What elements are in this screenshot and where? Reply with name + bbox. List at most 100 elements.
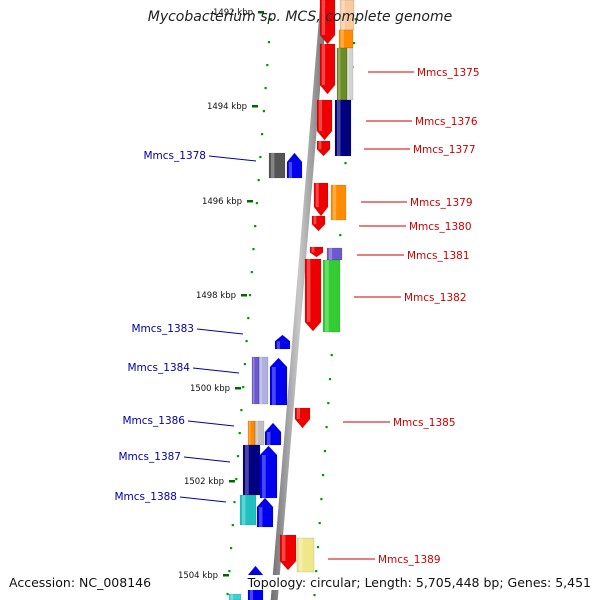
- forward-gene-arrow[interactable]: [279, 534, 297, 571]
- category-block[interactable]: [330, 184, 347, 221]
- category-block[interactable]: [268, 152, 286, 179]
- reverse-track-dot: [235, 478, 238, 481]
- reverse-gene-arrow-highlight: [288, 162, 293, 178]
- forward-track-dot: [327, 402, 330, 405]
- reverse-gene-arrow[interactable]: [269, 357, 288, 406]
- reverse-gene-arrow-highlight: [262, 455, 266, 498]
- gene-label-mmcs_1389[interactable]: Mmcs_1389: [378, 554, 441, 566]
- reverse-gene-arrow[interactable]: [274, 334, 291, 350]
- reverse-gene-arrow-highlight: [266, 432, 271, 445]
- category-block-highlight: [336, 100, 341, 156]
- reverse-track-dot: [247, 317, 250, 320]
- scale-label: 1496 kbp: [202, 197, 242, 207]
- gene-label-mmcs_1382[interactable]: Mmcs_1382: [404, 292, 467, 304]
- category-block[interactable]: [258, 356, 269, 405]
- gene-label-mmcs_1376[interactable]: Mmcs_1376: [415, 116, 478, 128]
- forward-track-dot: [354, 18, 357, 21]
- scale-label: 1502 kbp: [184, 477, 224, 487]
- category-block-highlight: [252, 357, 255, 404]
- category-block[interactable]: [322, 259, 341, 333]
- gene-label-mmcs_1388[interactable]: Mmcs_1388: [114, 491, 177, 503]
- gene-label-leader: [196, 328, 244, 335]
- forward-track-dot: [313, 594, 316, 597]
- reverse-track-dot: [266, 64, 269, 67]
- forward-gene-arrow[interactable]: [304, 258, 322, 332]
- forward-track-dot: [323, 450, 326, 453]
- stats-separator: ;: [356, 575, 365, 590]
- gene-label-mmcs_1385[interactable]: Mmcs_1385: [393, 417, 456, 429]
- category-block-highlight: [332, 185, 337, 220]
- reverse-gene-arrow-highlight: [276, 341, 281, 349]
- forward-gene-arrow[interactable]: [311, 215, 326, 232]
- reverse-track-dot: [226, 593, 229, 596]
- scale-tick: [241, 294, 247, 297]
- reverse-gene-arrow[interactable]: [256, 497, 274, 528]
- category-block-highlight: [256, 421, 259, 445]
- gene-features: [228, 0, 355, 600]
- reverse-track-dot: [245, 340, 248, 343]
- reverse-gene-arrow-highlight: [272, 367, 276, 405]
- genome-stats: Topology: circular; Length: 5,705,448 bp…: [245, 575, 593, 590]
- reverse-gene-arrow[interactable]: [286, 152, 303, 179]
- forward-gene-arrow[interactable]: [316, 140, 331, 157]
- gene-label-mmcs_1381[interactable]: Mmcs_1381: [407, 250, 470, 262]
- scale-label: 1500 kbp: [190, 384, 230, 394]
- category-block-highlight: [270, 153, 275, 178]
- category-block-highlight: [347, 48, 350, 100]
- gene-label-mmcs_1380[interactable]: Mmcs_1380: [409, 221, 472, 233]
- reverse-track-dot: [243, 363, 246, 366]
- reverse-gene-arrow[interactable]: [264, 422, 282, 446]
- reverse-track-dot: [228, 570, 231, 573]
- forward-gene-arrow-highlight: [318, 100, 323, 131]
- forward-gene-arrow[interactable]: [316, 99, 333, 141]
- gene-label-leader: [179, 496, 227, 503]
- gene-label-mmcs_1386[interactable]: Mmcs_1386: [122, 415, 185, 427]
- category-block-highlight: [245, 445, 249, 495]
- reverse-track-dot: [269, 18, 272, 21]
- forward-track-dot: [318, 522, 321, 525]
- reverse-track-dot: [261, 133, 264, 136]
- category-block[interactable]: [296, 537, 315, 573]
- scale-label: 1498 kbp: [196, 291, 236, 301]
- forward-gene-arrow[interactable]: [319, 43, 336, 95]
- reverse-track-dot: [236, 455, 240, 458]
- forward-gene-arrow-highlight: [281, 535, 286, 561]
- gene-label-mmcs_1375[interactable]: Mmcs_1375: [417, 67, 480, 79]
- gene-label-mmcs_1379[interactable]: Mmcs_1379: [410, 197, 473, 209]
- forward-gene-arrow[interactable]: [309, 246, 324, 258]
- forward-track-dot: [325, 426, 328, 429]
- category-block[interactable]: [334, 99, 352, 157]
- category-block[interactable]: [239, 494, 257, 526]
- reverse-track-dot: [267, 41, 271, 44]
- forward-track-dot: [328, 378, 332, 381]
- reverse-track-dot: [262, 110, 265, 113]
- forward-track-dot: [315, 570, 318, 573]
- category-block-highlight: [338, 48, 341, 100]
- forward-gene-arrow[interactable]: [319, 0, 336, 45]
- reverse-gene-arrow-highlight: [258, 507, 263, 527]
- scale-tick: [223, 574, 229, 577]
- reverse-track-dot: [252, 248, 255, 251]
- gene-label-mmcs_1387[interactable]: Mmcs_1387: [118, 451, 181, 463]
- scale-tick: [258, 11, 264, 14]
- reverse-gene-arrow[interactable]: [259, 445, 278, 499]
- reverse-track-dot: [230, 547, 233, 550]
- gene-label-mmcs_1377[interactable]: Mmcs_1377: [413, 144, 476, 156]
- gene-label-mmcs_1384[interactable]: Mmcs_1384: [127, 362, 190, 374]
- forward-gene-arrow[interactable]: [313, 182, 329, 217]
- forward-gene-arrow-highlight: [321, 0, 326, 35]
- reverse-track-dot: [233, 501, 236, 504]
- reverse-track-dot: [242, 386, 245, 389]
- accession-text: Accession: NC_008146: [7, 575, 154, 590]
- forward-gene-arrow[interactable]: [294, 407, 311, 429]
- category-block-highlight: [340, 30, 344, 48]
- topology-text: Topology: circular: [247, 575, 357, 590]
- scale-tick: [252, 105, 258, 108]
- category-block[interactable]: [228, 593, 242, 600]
- gene-label-mmcs_1383[interactable]: Mmcs_1383: [131, 323, 194, 335]
- category-block-highlight: [328, 248, 333, 260]
- gene-label-leader: [187, 420, 235, 427]
- reverse-track-dot: [257, 179, 260, 182]
- gene-label-leader: [183, 456, 231, 463]
- gene-label-mmcs_1378[interactable]: Mmcs_1378: [143, 150, 206, 162]
